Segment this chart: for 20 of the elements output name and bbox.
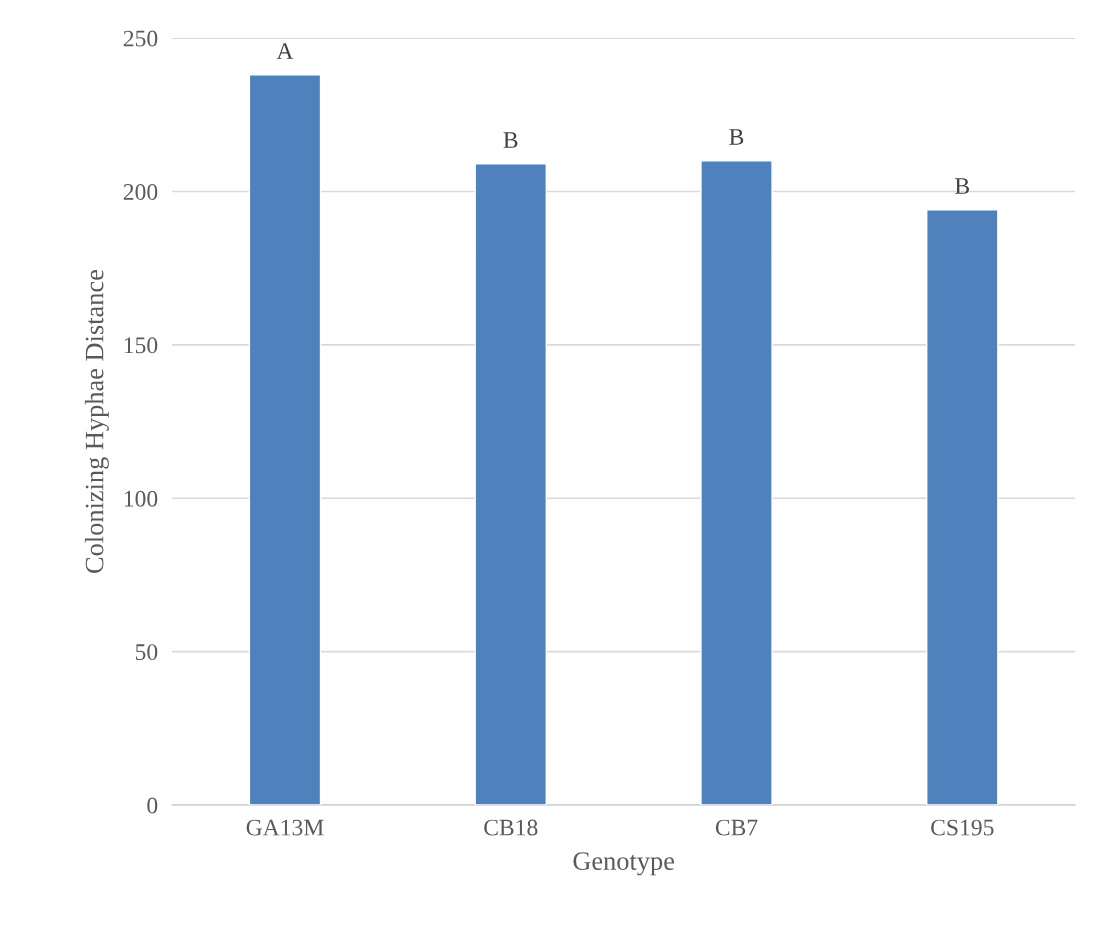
y-tick-label: 150 <box>124 337 158 354</box>
annotation: B <box>955 178 970 194</box>
y-axis-title: Colonizing Hyphae Distance <box>84 270 109 573</box>
x-tick-label: CB7 <box>715 819 758 836</box>
annotation: A <box>276 43 294 59</box>
y-tick-label: 50 <box>135 644 158 661</box>
y-tick-label: 100 <box>124 490 158 507</box>
x-tick-label: CB18 <box>484 819 538 836</box>
annotation: B <box>503 132 518 148</box>
y-tick-label: 0 <box>147 797 158 814</box>
bar <box>926 209 999 806</box>
bar <box>700 160 773 806</box>
x-tick-label: CS195 <box>931 819 994 836</box>
annotation: B <box>729 129 744 145</box>
bar <box>248 74 322 806</box>
x-axis-title: Genotype <box>573 852 674 876</box>
x-tick-label: GA13M <box>246 819 324 836</box>
bar <box>474 163 547 806</box>
y-tick-label: 250 <box>123 30 158 47</box>
y-tick-label: 200 <box>123 183 158 200</box>
